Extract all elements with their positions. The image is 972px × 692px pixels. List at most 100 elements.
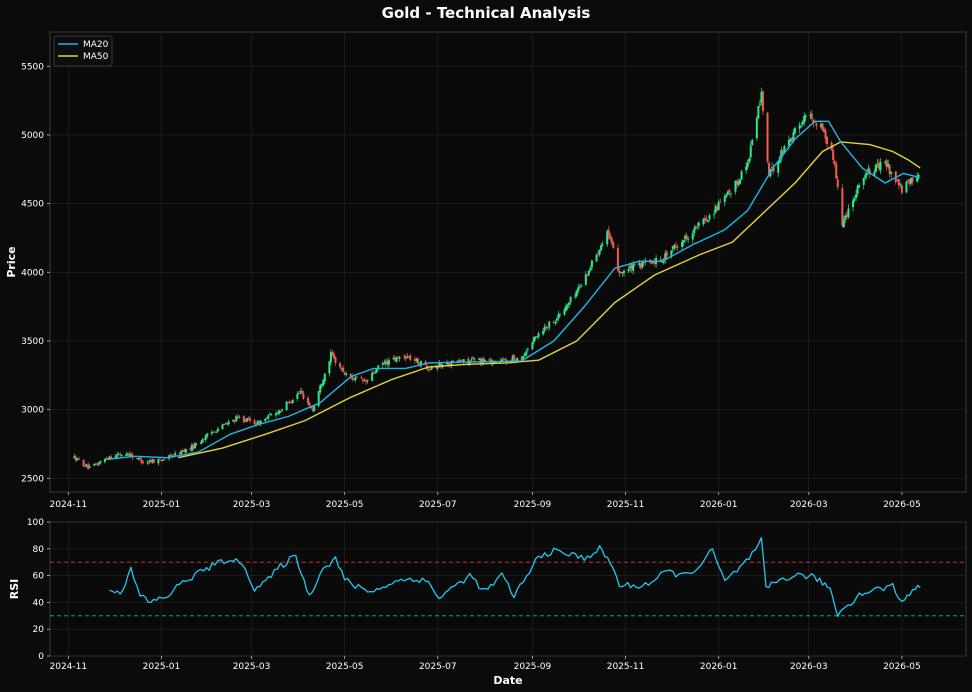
candle-body <box>847 208 850 218</box>
candle-body <box>158 458 161 460</box>
candle-body <box>595 254 598 262</box>
candle-body <box>694 226 697 229</box>
candle-body <box>520 356 523 361</box>
candle-body <box>513 355 516 360</box>
candle-body <box>911 177 914 182</box>
candle-body <box>819 124 822 127</box>
candle-body <box>716 206 719 211</box>
candle-body <box>105 457 108 459</box>
candle-body <box>374 372 377 374</box>
candle-body <box>639 263 642 269</box>
candle-body <box>307 398 310 404</box>
candle-body <box>413 359 416 361</box>
candle-body <box>244 421 247 423</box>
candle-body <box>300 390 303 394</box>
candle-body <box>140 459 143 464</box>
candle-body <box>74 457 77 461</box>
candle-body <box>178 452 181 455</box>
candle-body <box>726 191 729 195</box>
candle-body <box>311 409 314 411</box>
candle-body <box>749 145 752 158</box>
candle-body <box>296 394 299 399</box>
candle-body <box>844 215 847 220</box>
candle-body <box>566 304 569 308</box>
candle-body <box>867 168 870 173</box>
candle-body <box>525 351 528 355</box>
candle-body <box>554 321 557 323</box>
candle-body <box>418 363 421 365</box>
candle-body <box>632 264 635 271</box>
candle-body <box>841 188 844 226</box>
candle-body <box>351 375 354 379</box>
rsi-tick-label-x: 2026-05 <box>883 662 921 672</box>
candle-body <box>685 235 688 240</box>
rsi-plot-area <box>49 521 967 657</box>
price-tick-label-y: 2500 <box>21 474 44 484</box>
candle-body <box>313 405 316 412</box>
candle-body <box>142 462 145 464</box>
candle-body <box>242 416 245 422</box>
candle-body <box>247 417 250 420</box>
candle-body <box>725 194 728 198</box>
candle-body <box>120 455 123 456</box>
candle-body <box>195 444 198 445</box>
candle-body <box>890 171 893 174</box>
candle-body <box>522 355 525 360</box>
candle-body <box>719 200 722 202</box>
candle-body <box>430 367 433 370</box>
candle-body <box>204 435 207 440</box>
candle-body <box>139 457 142 460</box>
candle-body <box>96 463 99 465</box>
candle-body <box>125 454 128 456</box>
candle-body <box>94 463 97 465</box>
candle-body <box>577 287 580 292</box>
candle-body <box>810 113 813 120</box>
price-tick-label-x: 2026-03 <box>790 500 828 510</box>
candle-body <box>708 215 711 220</box>
price-tick-label-y: 5500 <box>21 62 44 72</box>
candle-body <box>398 357 401 359</box>
candle-body <box>467 358 470 364</box>
candle-body <box>534 336 537 338</box>
candle-body <box>897 179 900 186</box>
candle-body <box>621 272 624 274</box>
candle-body <box>502 358 505 360</box>
candle-body <box>223 424 226 426</box>
candle-body <box>755 117 758 139</box>
candle-body <box>612 242 615 249</box>
candle-body <box>216 428 219 432</box>
candle-body <box>371 372 374 381</box>
candle-body <box>110 456 113 459</box>
candle-body <box>238 417 241 418</box>
candle-body <box>739 179 742 184</box>
candle-body <box>790 137 793 140</box>
candle-body <box>270 414 273 416</box>
candle-body <box>729 192 732 194</box>
candle-body <box>200 441 203 444</box>
candle-body <box>917 174 920 177</box>
candle-body <box>737 182 740 185</box>
candle-body <box>276 413 279 415</box>
candle-body <box>82 459 85 467</box>
candle-body <box>804 115 807 118</box>
rsi-tick-label-x: 2025-07 <box>419 662 457 672</box>
candle-body <box>531 342 534 350</box>
candle-body <box>619 271 622 274</box>
candle-body <box>800 125 803 127</box>
candle-body <box>772 167 775 172</box>
candle-body <box>607 229 610 236</box>
candle-body <box>855 194 858 198</box>
candle-body <box>329 351 332 362</box>
candle-body <box>201 439 204 443</box>
candle-body <box>215 431 218 433</box>
candle-body <box>128 453 131 457</box>
candle-body <box>488 359 491 361</box>
chart-title: Gold - Technical Analysis <box>381 4 591 22</box>
candle-body <box>852 200 855 208</box>
candle-body <box>320 384 323 387</box>
candle-body <box>751 139 754 145</box>
rsi-tick-label-y: 80 <box>33 545 45 555</box>
candle-body <box>815 123 818 126</box>
candle-body <box>598 250 601 255</box>
candle-body <box>760 91 763 103</box>
